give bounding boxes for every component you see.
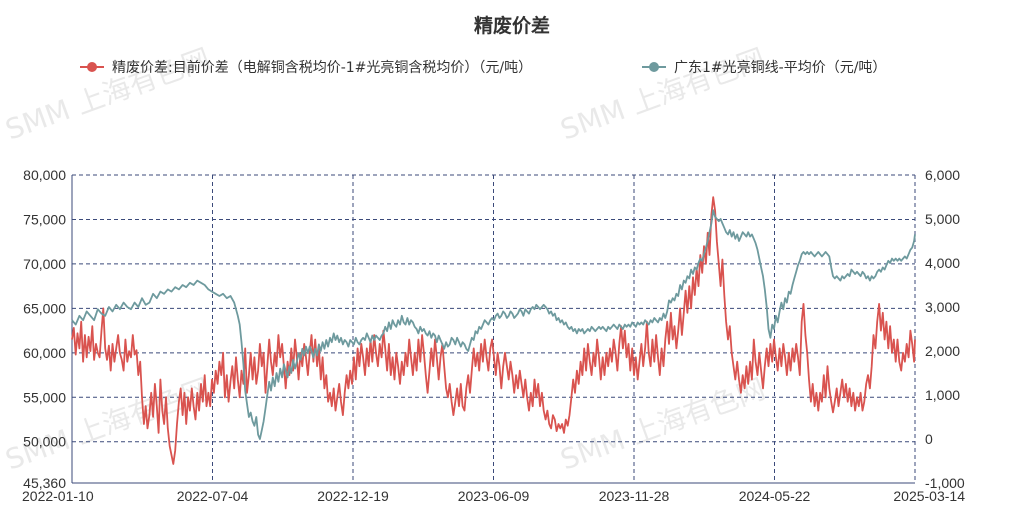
left-tick-label: 65,000 [23, 300, 66, 316]
series-layer [71, 196, 916, 465]
legend-label: 精废价差:目前价差（电解铜含税均价-1#光亮铜含税均价）（元/吨） [112, 59, 532, 76]
right-tick-label: 5,000 [925, 211, 960, 227]
watermark: SMM 上海有色网 [556, 42, 769, 147]
x-tick-label: 2025-03-14 [893, 488, 965, 504]
right-tick-label: -1,000 [925, 475, 965, 491]
grid [71, 174, 916, 484]
legend[interactable]: 精废价差:目前价差（电解铜含税均价-1#光亮铜含税均价）（元/吨） 广东1#光亮… [80, 59, 886, 76]
left-axis: 45,360 50,000 55,000 60,000 65,000 70,000 75,0… [23, 167, 66, 491]
watermark: SMM 上海有色网 [1, 372, 214, 477]
legend-marker [649, 62, 659, 72]
right-tick-label: 4,000 [925, 255, 960, 271]
left-tick-label: 50,000 [23, 434, 66, 450]
x-tick-label: 2024-05-22 [739, 488, 811, 504]
legend-marker [87, 62, 97, 72]
left-tick-label: 75,000 [23, 211, 66, 227]
legend-item-copper-wire-price[interactable]: 广东1#光亮铜线-平均价（元/吨） [642, 59, 886, 76]
watermark: SMM 上海有色网 [556, 372, 769, 477]
left-tick-label: 45,360 [23, 475, 66, 491]
right-tick-label: 2,000 [925, 343, 960, 359]
legend-label: 广东1#光亮铜线-平均价（元/吨） [674, 59, 886, 76]
right-tick-label: 0 [925, 431, 933, 447]
x-axis: 2022-01-10 2022-07-04 2022-12-19 2023-06-09… [22, 488, 965, 504]
left-tick-label: 70,000 [23, 256, 66, 272]
x-tick-label: 2022-01-10 [22, 488, 94, 504]
x-tick-label: 2023-06-09 [458, 488, 530, 504]
series-line-copper-wire-price [71, 209, 916, 440]
chart-title: 精废价差 [474, 14, 550, 37]
x-tick-label: 2022-07-04 [177, 488, 249, 504]
left-tick-label: 55,000 [23, 389, 66, 405]
left-tick-label: 80,000 [23, 167, 66, 183]
x-tick-label: 2023-11-28 [599, 488, 670, 504]
x-tick-label: 2022-12-19 [317, 488, 389, 504]
right-axis: -1,000 0 1,000 2,000 3,000 4,000 5,000 6,000 [925, 167, 965, 491]
left-tick-label: 60,000 [23, 345, 66, 361]
series-line-price-spread [71, 196, 916, 465]
right-tick-label: 3,000 [925, 299, 960, 315]
right-tick-label: 1,000 [925, 387, 960, 403]
right-tick-label: 6,000 [925, 167, 960, 183]
watermark: SMM 上海有色网 [1, 42, 214, 147]
legend-item-price-spread[interactable]: 精废价差:目前价差（电解铜含税均价-1#光亮铜含税均价）（元/吨） [80, 59, 532, 76]
